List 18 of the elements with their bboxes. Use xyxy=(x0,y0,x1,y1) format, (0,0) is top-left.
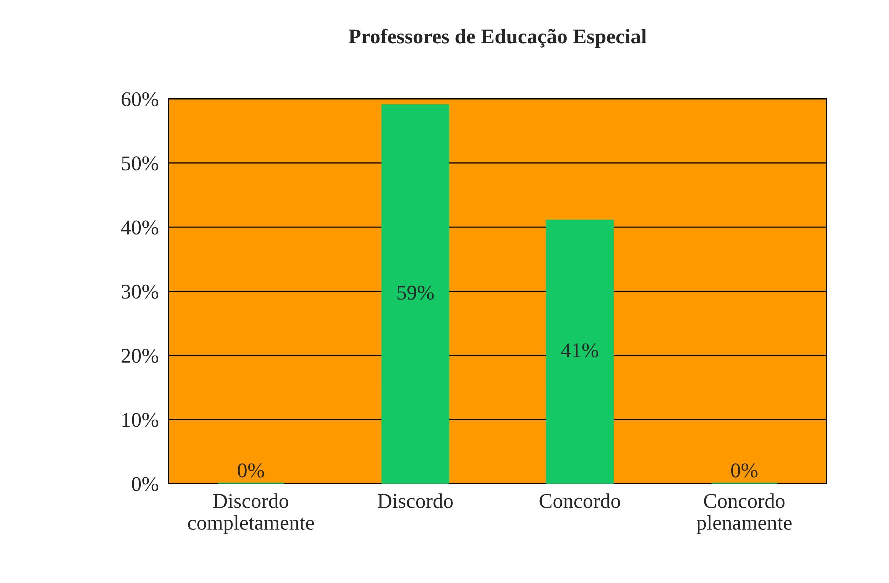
bar xyxy=(382,104,450,484)
x-tick-label: Discordo xyxy=(378,494,453,508)
x-tick-label: Concordo plenamente xyxy=(696,494,792,534)
data-label: 41% xyxy=(561,344,598,358)
x-tick-label: Concordo xyxy=(540,494,620,508)
chart-title: Professores de Educação Especial xyxy=(348,28,647,48)
y-tick-label: 0% xyxy=(132,477,158,492)
x-tick-label: Discordo completamente xyxy=(188,494,314,534)
data-label: 0% xyxy=(731,464,758,478)
y-tick-label: 40% xyxy=(121,220,158,235)
bar xyxy=(546,220,614,484)
y-tick-label: 60% xyxy=(122,92,158,107)
data-label: 59% xyxy=(398,286,434,300)
y-tick-label: 50% xyxy=(122,156,158,171)
y-tick-label: 10% xyxy=(122,413,158,428)
y-tick-label: 20% xyxy=(122,349,158,364)
data-label: 0% xyxy=(238,464,264,478)
y-tick-label: 30% xyxy=(122,284,158,299)
